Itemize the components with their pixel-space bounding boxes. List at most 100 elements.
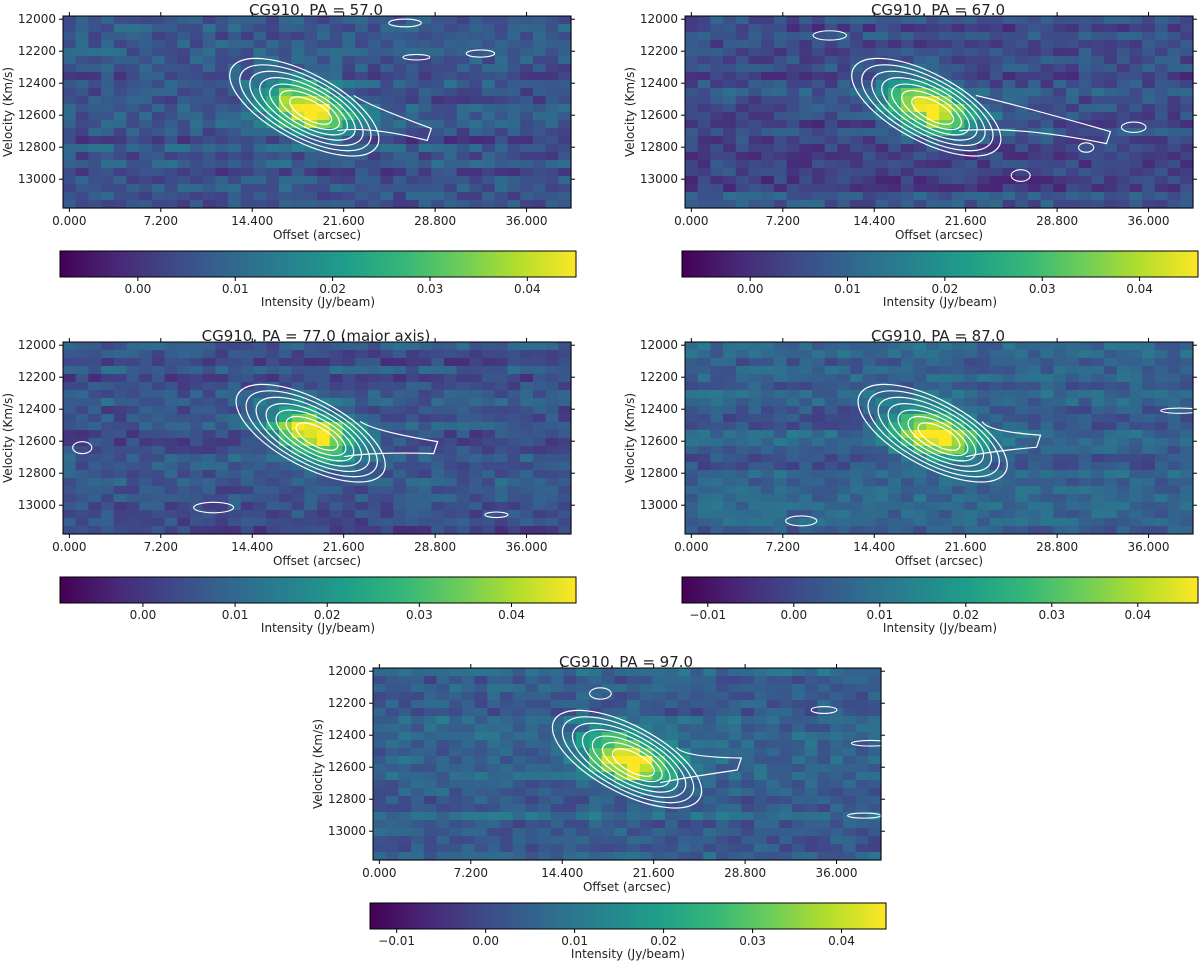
heatmap-cell	[165, 16, 178, 25]
heatmap-cell	[703, 748, 716, 757]
heatmap-cell	[546, 502, 559, 511]
heatmap-cell	[495, 486, 508, 495]
heatmap-cell	[761, 406, 774, 415]
heatmap-cell	[805, 812, 818, 821]
heatmap-cell	[475, 692, 488, 701]
heatmap-cell	[926, 526, 939, 535]
heatmap-cell	[1053, 56, 1066, 65]
heatmap-cell	[876, 462, 889, 471]
heatmap-cell	[177, 358, 190, 367]
heatmap-cell	[444, 136, 457, 145]
heatmap-cell	[818, 740, 831, 749]
heatmap-cell	[533, 80, 546, 89]
heatmap-cell	[533, 422, 546, 431]
heatmap-cell	[812, 144, 825, 153]
heatmap-cell	[101, 470, 114, 479]
heatmap-cell	[88, 438, 101, 447]
heatmap-cell	[805, 676, 818, 685]
heatmap-cell	[761, 48, 774, 57]
heatmap-cell	[419, 374, 432, 383]
heatmap-cell	[729, 772, 742, 781]
heatmap-cell	[761, 414, 774, 423]
heatmap-cell	[127, 56, 140, 65]
heatmap-cell	[558, 438, 571, 447]
heatmap-cell	[1066, 96, 1079, 105]
heatmap-cell	[558, 510, 571, 519]
heatmap-cell	[215, 438, 228, 447]
heatmap-cell	[787, 176, 800, 185]
heatmap-cell	[457, 382, 470, 391]
heatmap-cell	[787, 486, 800, 495]
heatmap-cell	[424, 676, 437, 685]
heatmap-cell	[495, 104, 508, 113]
heatmap-cell	[723, 430, 736, 439]
heatmap-cell	[457, 64, 470, 73]
heatmap-cell	[533, 128, 546, 137]
heatmap-cell	[381, 422, 394, 431]
heatmap-cell	[551, 772, 564, 781]
heatmap-cell	[1142, 526, 1155, 535]
heatmap-cell	[292, 144, 305, 153]
heatmap-cell	[127, 422, 140, 431]
heatmap-cell	[589, 828, 602, 837]
heatmap-cell	[508, 486, 521, 495]
heatmap-cell	[977, 72, 990, 81]
heatmap-cell	[779, 772, 792, 781]
heatmap-cell	[863, 160, 876, 169]
heatmap-cell	[487, 804, 500, 813]
heatmap-cell	[1168, 510, 1181, 519]
y-tick-label: 13000	[18, 172, 56, 186]
heatmap-cell	[525, 724, 538, 733]
heatmap-cell	[101, 446, 114, 455]
heatmap-cell	[139, 446, 152, 455]
heatmap-cell	[368, 430, 381, 439]
heatmap-cell	[1091, 518, 1104, 527]
heatmap-cell	[627, 804, 640, 813]
heatmap-cell	[444, 366, 457, 375]
heatmap-cell	[342, 184, 355, 193]
heatmap-cell	[254, 16, 267, 25]
heatmap-cell	[703, 668, 716, 677]
heatmap-cell	[462, 748, 475, 757]
heatmap-cell	[1142, 16, 1155, 25]
heatmap-cell	[703, 812, 716, 821]
heatmap-cell	[101, 104, 114, 113]
heatmap-cell	[1180, 192, 1193, 201]
heatmap-cell	[774, 350, 787, 359]
heatmap-cell	[508, 382, 521, 391]
heatmap-cell	[279, 350, 292, 359]
heatmap-cell	[779, 724, 792, 733]
heatmap-cell	[1104, 104, 1117, 113]
heatmap-cell	[640, 828, 653, 837]
x-tick-label: 0.000	[674, 540, 708, 554]
heatmap-cell	[850, 120, 863, 129]
heatmap-cell	[469, 350, 482, 359]
heatmap-cell	[888, 88, 901, 97]
heatmap-cell	[1091, 438, 1104, 447]
y-tick-label: 12600	[18, 434, 56, 448]
heatmap-cell	[444, 184, 457, 193]
heatmap-cell	[127, 462, 140, 471]
heatmap-cell	[558, 478, 571, 487]
heatmap-cell	[837, 422, 850, 431]
heatmap-cell	[1180, 422, 1193, 431]
heatmap-cell	[939, 526, 952, 535]
heatmap-cell	[876, 478, 889, 487]
heatmap-cell	[215, 24, 228, 33]
heatmap-cell	[444, 342, 457, 351]
heatmap-cell	[386, 748, 399, 757]
heatmap-cell	[825, 342, 838, 351]
heatmap-cell	[736, 454, 749, 463]
heatmap-cell	[774, 96, 787, 105]
heatmap-cell	[152, 526, 165, 535]
heatmap-cell	[1180, 48, 1193, 57]
heatmap-cell	[533, 502, 546, 511]
heatmap-cell	[513, 700, 526, 709]
heatmap-cell	[88, 16, 101, 25]
heatmap-cell	[411, 788, 424, 797]
heatmap-cell	[139, 342, 152, 351]
heatmap-cell	[457, 390, 470, 399]
heatmap-cell	[863, 374, 876, 383]
heatmap-cell	[627, 700, 640, 709]
